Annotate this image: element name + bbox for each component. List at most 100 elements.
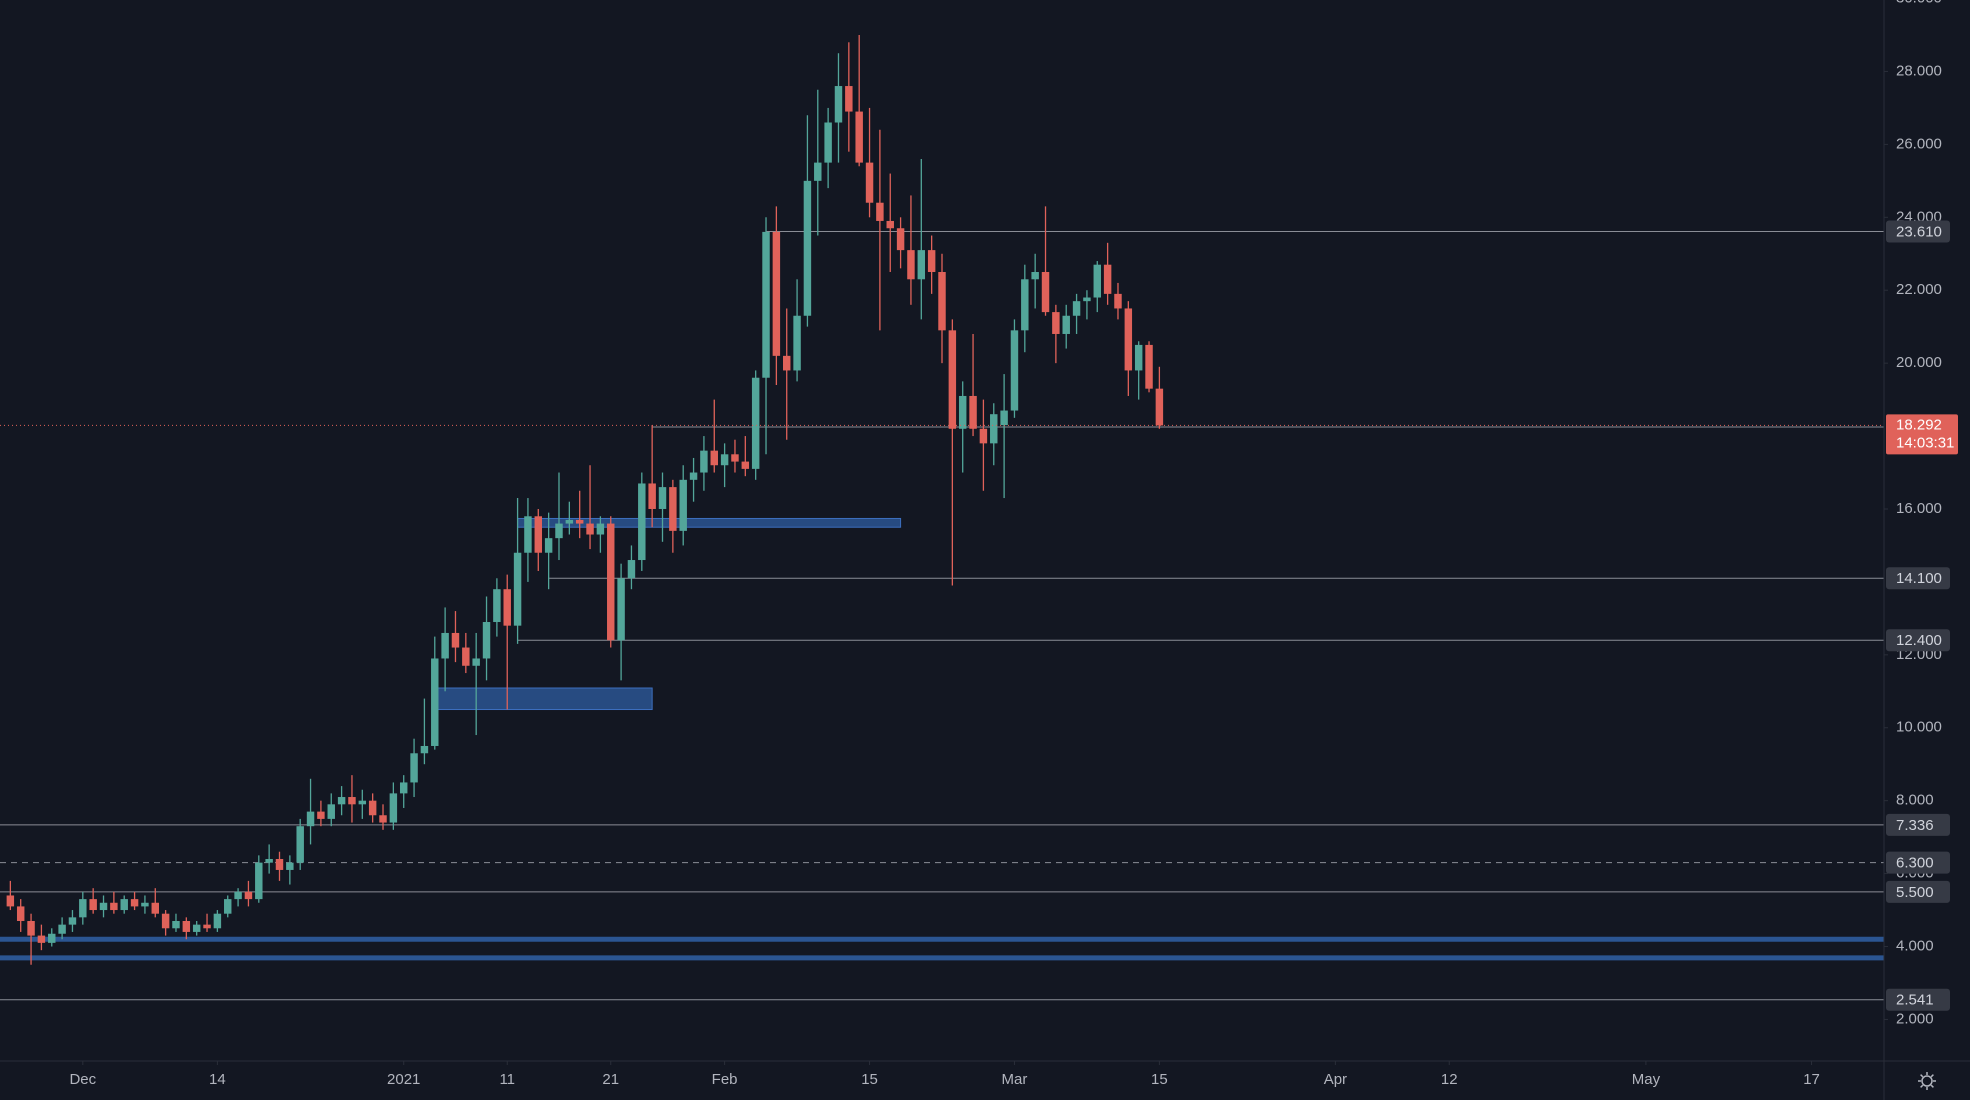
- candle-body: [234, 891, 242, 900]
- candle-body: [751, 377, 760, 469]
- x-tick-label: Dec: [69, 1071, 96, 1088]
- candle-body: [68, 917, 77, 925]
- candle-body: [958, 395, 967, 429]
- last-price-box: [1886, 414, 1958, 455]
- candle-body: [1062, 315, 1070, 334]
- settings-icon-core: [1921, 1075, 1933, 1087]
- candle-body: [948, 330, 957, 429]
- candle-body: [689, 472, 698, 480]
- candle-body: [6, 895, 15, 907]
- candle-body: [513, 552, 522, 626]
- y-tick-label: 30.000: [1896, 0, 1942, 7]
- level-label: 6.300: [1896, 855, 1934, 872]
- candle-body: [317, 811, 325, 819]
- candle-body: [472, 658, 480, 666]
- candle-body: [348, 797, 356, 805]
- candle-body: [1041, 271, 1050, 313]
- candle-body: [990, 414, 998, 444]
- settings-icon[interactable]: [1918, 1072, 1936, 1090]
- candle-body: [555, 523, 563, 539]
- candle-body: [524, 516, 532, 553]
- candle-body: [203, 924, 211, 929]
- candle-body: [720, 454, 729, 466]
- candle-body: [182, 920, 191, 932]
- candle-body: [834, 86, 843, 123]
- candle-body: [296, 826, 304, 863]
- x-tick-label: 14: [209, 1071, 226, 1088]
- x-tick-label: 15: [861, 1071, 878, 1088]
- x-tick-label: Feb: [712, 1071, 738, 1088]
- level-label-box: [1886, 851, 1950, 874]
- level-label: 23.610: [1896, 223, 1942, 240]
- candle-body: [782, 355, 791, 371]
- candle-body: [192, 924, 201, 932]
- level-label: 7.336: [1896, 817, 1934, 834]
- y-tick-label: 8.000: [1896, 792, 1934, 809]
- candle-body: [244, 891, 253, 900]
- level-label: 2.541: [1896, 992, 1934, 1009]
- candle-body: [358, 800, 367, 805]
- candle-body: [275, 859, 284, 870]
- candle-body: [845, 86, 853, 112]
- x-tick-label: 17: [1803, 1071, 1820, 1088]
- candle-body: [679, 479, 687, 531]
- candle-body: [607, 523, 615, 641]
- candle-body: [48, 933, 56, 943]
- candle-body: [1083, 297, 1091, 302]
- candle-body: [907, 250, 915, 280]
- candle-body: [710, 450, 718, 466]
- candle-body: [1052, 312, 1060, 334]
- candle-body: [1124, 308, 1133, 371]
- candle-body: [151, 902, 160, 914]
- candle-body: [596, 523, 605, 535]
- candle-body: [927, 250, 936, 272]
- candle-body: [534, 516, 543, 553]
- zone: [517, 517, 902, 528]
- y-tick-label: 2.000: [1896, 1010, 1934, 1027]
- candle-body: [37, 935, 46, 943]
- candle-body: [627, 560, 636, 579]
- candle-body: [89, 899, 97, 911]
- candle-body: [803, 180, 812, 316]
- candle-body: [917, 250, 926, 280]
- level-label-box: [1886, 220, 1950, 243]
- candle-body: [368, 800, 377, 816]
- candle-body: [586, 523, 594, 535]
- level-label-box: [1886, 880, 1950, 903]
- last-price-label: 18.292: [1896, 416, 1942, 433]
- y-tick-label: 16.000: [1896, 500, 1942, 517]
- countdown-label: 14:03:31: [1896, 434, 1954, 451]
- y-tick-label: 4.000: [1896, 937, 1934, 954]
- candle-body: [420, 745, 429, 754]
- settings-icon-spokes: [1918, 1072, 1936, 1090]
- x-tick-label: 12: [1441, 1071, 1458, 1088]
- candle-body: [1155, 388, 1164, 426]
- candle-body: [979, 428, 988, 444]
- candle-body: [648, 483, 656, 509]
- candle-body: [16, 906, 25, 921]
- candle-body: [410, 753, 418, 783]
- candle-body: [814, 162, 822, 181]
- candle-body: [1010, 330, 1019, 411]
- candle-body: [58, 924, 66, 934]
- candle-body: [399, 782, 408, 794]
- level-label: 14.100: [1896, 570, 1942, 587]
- candle-body: [886, 220, 894, 229]
- y-tick-label: 20.000: [1896, 354, 1942, 371]
- candle-body: [1145, 344, 1153, 389]
- plot-area: [0, 35, 1884, 1001]
- candle-body: [1103, 264, 1112, 294]
- candle-body: [1021, 279, 1029, 331]
- level-label-box: [1886, 567, 1950, 590]
- candle-body: [120, 899, 128, 911]
- candle-body: [161, 913, 170, 929]
- x-tick-label: Mar: [1002, 1071, 1028, 1088]
- x-tick-label: 11: [499, 1071, 515, 1088]
- candle-body: [793, 315, 801, 371]
- candle-body: [503, 589, 511, 626]
- candle-body: [741, 461, 750, 469]
- candle-body: [772, 231, 781, 356]
- axes: 2.0004.0006.0008.00010.00012.00016.00020…: [69, 0, 1958, 1088]
